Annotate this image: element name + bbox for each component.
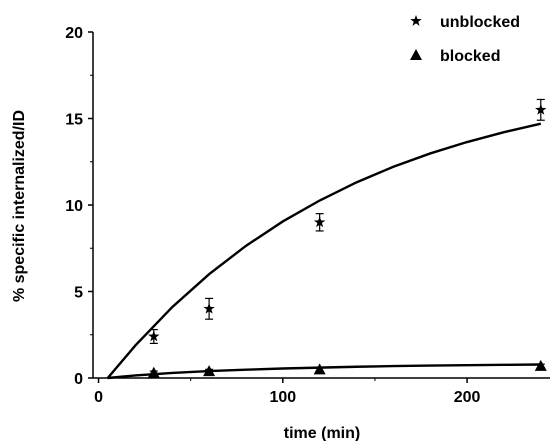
fit-curve-unblocked xyxy=(106,122,542,379)
point-blocked xyxy=(203,365,216,377)
legend: unblocked blocked xyxy=(410,14,520,65)
legend-label-blocked: blocked xyxy=(440,48,500,65)
point-unblocked xyxy=(313,216,326,228)
y-tick-label: 0 xyxy=(74,371,83,388)
point-unblocked xyxy=(535,103,547,115)
x-axis-title: time (min) xyxy=(284,425,360,441)
y-tick-label: 5 xyxy=(74,285,83,302)
legend-label-unblocked: unblocked xyxy=(440,14,520,31)
point-blocked xyxy=(313,363,326,375)
x-tick-label: 100 xyxy=(269,389,296,406)
legend-marker-blocked xyxy=(410,49,422,60)
x-tick-label: 200 xyxy=(454,389,481,406)
legend-symbol-blocked xyxy=(410,49,422,60)
point-unblocked xyxy=(203,302,215,314)
point-unblocked xyxy=(148,330,160,342)
y-tick-label: 10 xyxy=(65,198,83,215)
fit-curve-blocked xyxy=(107,363,541,380)
y-tick-label: 15 xyxy=(65,112,83,129)
legend-marker-unblocked xyxy=(410,15,422,26)
point-blocked xyxy=(534,359,547,371)
x-tick-label: 0 xyxy=(94,389,103,406)
y-tick-label: 20 xyxy=(65,25,83,42)
y-axis-title: % specific internalized/ID xyxy=(11,110,28,302)
legend-symbol-unblocked xyxy=(410,15,422,26)
point-blocked xyxy=(147,366,160,378)
